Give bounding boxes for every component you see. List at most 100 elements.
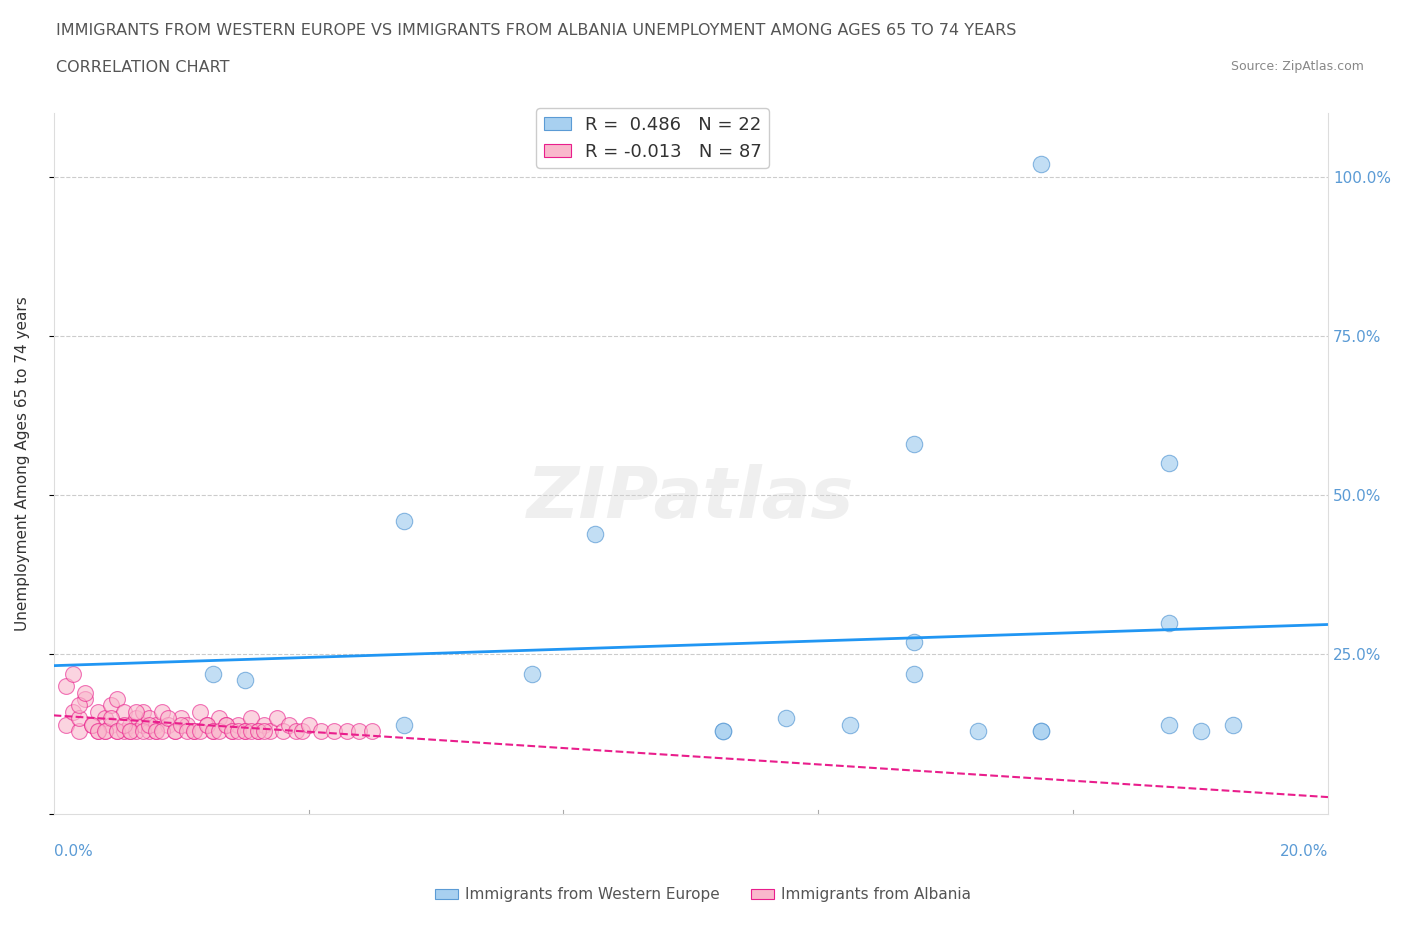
Point xyxy=(323,724,346,738)
Point xyxy=(195,717,218,732)
Point xyxy=(233,724,256,738)
Point xyxy=(221,724,243,738)
Point xyxy=(138,724,160,738)
Point xyxy=(62,666,84,681)
Legend: R =  0.486   N = 22, R = -0.013   N = 87: R = 0.486 N = 22, R = -0.013 N = 87 xyxy=(536,108,769,167)
Point xyxy=(520,666,543,681)
Point xyxy=(93,724,115,738)
Point xyxy=(67,711,90,725)
Point xyxy=(711,724,734,738)
Point xyxy=(112,724,135,738)
Point xyxy=(93,724,115,738)
Point xyxy=(112,704,135,719)
Point xyxy=(120,724,142,738)
Point xyxy=(105,692,128,707)
Point xyxy=(157,717,180,732)
Point xyxy=(271,724,294,738)
Point xyxy=(138,711,160,725)
Point xyxy=(183,724,205,738)
Point xyxy=(183,724,205,738)
Point xyxy=(170,717,193,732)
Point xyxy=(284,724,307,738)
Point xyxy=(105,724,128,738)
Point xyxy=(1157,717,1180,732)
Point xyxy=(67,698,90,713)
Point xyxy=(125,711,148,725)
Point xyxy=(170,711,193,725)
Text: ZIPatlas: ZIPatlas xyxy=(527,464,855,533)
Point xyxy=(163,724,186,738)
Point xyxy=(145,724,167,738)
Point xyxy=(145,717,167,732)
Point xyxy=(297,717,319,732)
Point xyxy=(966,724,988,738)
Point xyxy=(221,724,243,738)
Point xyxy=(75,692,97,707)
Point xyxy=(120,724,142,738)
Point xyxy=(1031,724,1053,738)
Point xyxy=(246,724,269,738)
Point xyxy=(75,685,97,700)
Point xyxy=(188,724,211,738)
Point xyxy=(176,717,198,732)
Point xyxy=(349,724,371,738)
Point xyxy=(201,666,224,681)
Point xyxy=(392,717,415,732)
Point xyxy=(208,724,231,738)
Point xyxy=(336,724,359,738)
Point xyxy=(233,724,256,738)
Point xyxy=(215,717,238,732)
Text: 0.0%: 0.0% xyxy=(53,844,93,859)
Point xyxy=(105,724,128,738)
Point xyxy=(163,724,186,738)
Point xyxy=(176,724,198,738)
Point xyxy=(233,672,256,687)
Point xyxy=(132,717,155,732)
Point xyxy=(55,679,77,694)
Text: IMMIGRANTS FROM WESTERN EUROPE VS IMMIGRANTS FROM ALBANIA UNEMPLOYMENT AMONG AGE: IMMIGRANTS FROM WESTERN EUROPE VS IMMIGR… xyxy=(56,23,1017,38)
Point xyxy=(195,717,218,732)
Point xyxy=(775,711,797,725)
Point xyxy=(157,711,180,725)
Text: 20.0%: 20.0% xyxy=(1279,844,1329,859)
Point xyxy=(125,724,148,738)
Point xyxy=(903,634,925,649)
Point xyxy=(839,717,862,732)
Point xyxy=(1157,616,1180,631)
Point xyxy=(100,698,122,713)
Point xyxy=(253,724,276,738)
Point xyxy=(150,724,173,738)
Point xyxy=(100,717,122,732)
Point xyxy=(138,717,160,732)
Point xyxy=(150,704,173,719)
Point xyxy=(903,437,925,452)
Text: CORRELATION CHART: CORRELATION CHART xyxy=(56,60,229,75)
Point xyxy=(253,717,276,732)
Point xyxy=(120,717,142,732)
Point xyxy=(259,724,281,738)
Point xyxy=(903,666,925,681)
Point xyxy=(228,724,250,738)
Point xyxy=(87,704,110,719)
Point xyxy=(1031,157,1053,172)
Point xyxy=(392,513,415,528)
Point xyxy=(291,724,314,738)
Point xyxy=(240,724,263,738)
Y-axis label: Unemployment Among Ages 65 to 74 years: Unemployment Among Ages 65 to 74 years xyxy=(15,296,30,631)
Point xyxy=(278,717,301,732)
Point xyxy=(711,724,734,738)
Point xyxy=(309,724,332,738)
Point xyxy=(93,711,115,725)
Point xyxy=(80,717,103,732)
Point xyxy=(361,724,384,738)
Point xyxy=(201,724,224,738)
Point xyxy=(215,717,238,732)
Point xyxy=(132,704,155,719)
Point xyxy=(87,724,110,738)
Point xyxy=(228,717,250,732)
Point xyxy=(145,724,167,738)
Point xyxy=(67,724,90,738)
Point xyxy=(246,724,269,738)
Point xyxy=(87,724,110,738)
Point xyxy=(208,711,231,725)
